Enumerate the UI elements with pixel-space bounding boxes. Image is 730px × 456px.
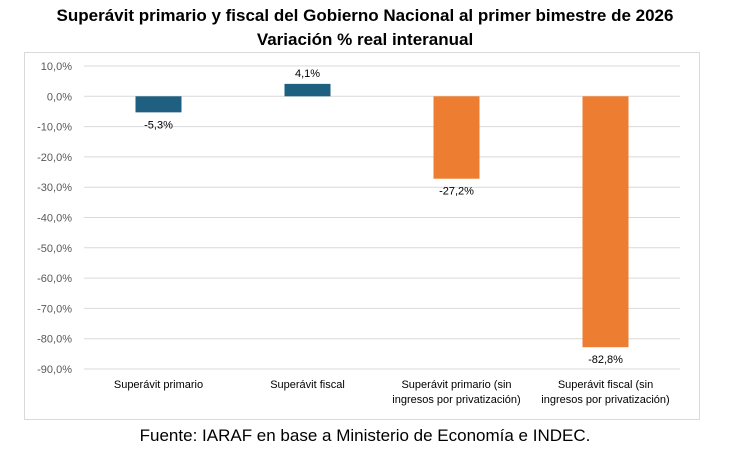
y-tick-label: -70,0% xyxy=(37,303,72,315)
y-tick-label: -60,0% xyxy=(37,273,72,285)
y-tick-label: -90,0% xyxy=(37,364,72,376)
bar xyxy=(582,96,629,348)
data-label: -27,2% xyxy=(439,186,474,198)
chart-frame xyxy=(24,52,700,420)
bar xyxy=(284,83,331,97)
x-tick-label: ingresos por privatización) xyxy=(541,394,669,406)
chart-subtitle: Variación % real interanual xyxy=(256,30,474,49)
chart-title: Superávit primario y fiscal del Gobierno… xyxy=(56,6,674,25)
data-label: -82,8% xyxy=(588,354,623,366)
y-tick-label: -20,0% xyxy=(37,152,72,164)
y-tick-label: 10,0% xyxy=(41,61,72,73)
y-tick-label: -30,0% xyxy=(37,182,72,194)
x-tick-label: ingresos por privatización) xyxy=(392,394,520,406)
bar xyxy=(135,96,182,113)
bar xyxy=(433,96,480,179)
y-tick-label: -80,0% xyxy=(37,334,72,346)
y-tick-label: -40,0% xyxy=(37,213,72,225)
x-tick-label: Superávit primario (sin xyxy=(401,379,511,391)
source-note: Fuente: IARAF en base a Ministerio de Ec… xyxy=(139,426,591,445)
x-tick-label: Superávit primario xyxy=(114,379,203,391)
x-tick-label: Superávit fiscal xyxy=(270,379,345,391)
y-tick-label: -10,0% xyxy=(37,122,72,134)
data-label: -5,3% xyxy=(144,119,173,131)
y-tick-label: -50,0% xyxy=(37,243,72,255)
data-label: 4,1% xyxy=(295,68,320,80)
x-tick-label: Superávit fiscal (sin xyxy=(558,379,653,391)
y-tick-label: 0,0% xyxy=(47,91,72,103)
